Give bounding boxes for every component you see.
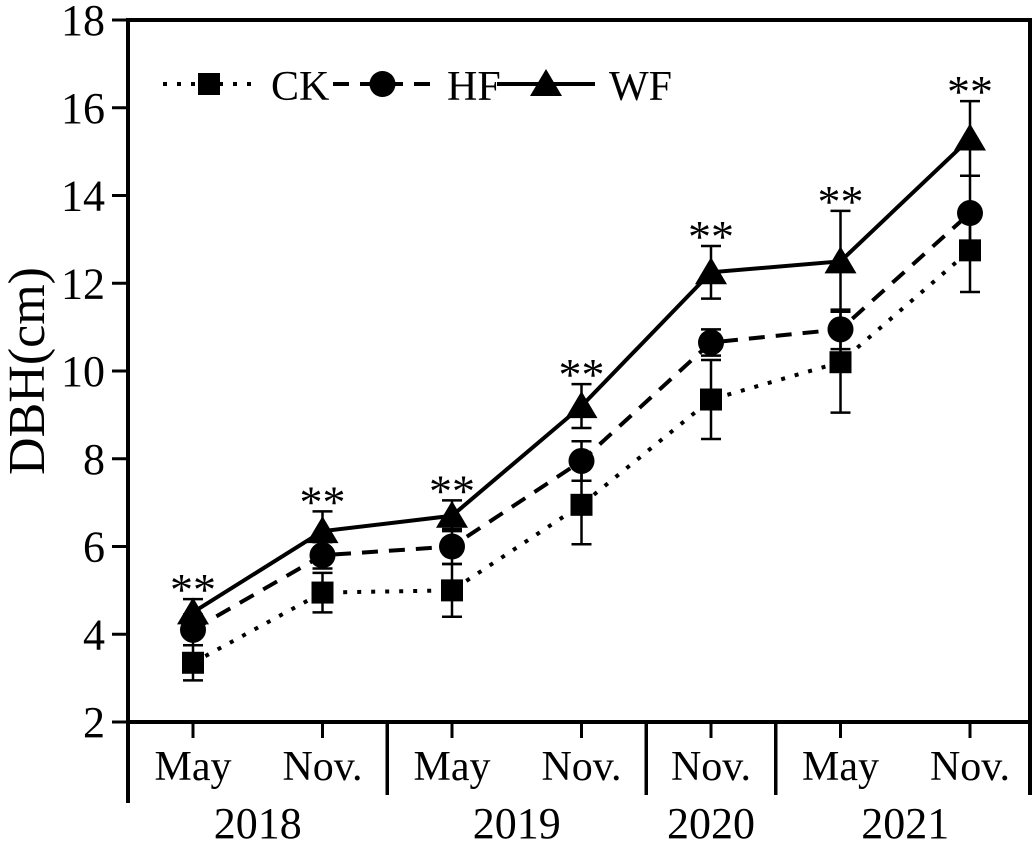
triangle-marker <box>530 69 562 96</box>
triangle-marker <box>954 123 986 151</box>
significance-marker: ** <box>300 476 346 527</box>
triangle-marker <box>565 391 598 419</box>
x-tick-label-month: Nov. <box>930 744 1010 790</box>
square-marker <box>441 579 463 602</box>
x-axis-year-label: 2020 <box>667 799 755 848</box>
x-tick-label-month: May <box>414 744 491 790</box>
x-tick-label-month: May <box>802 744 879 790</box>
circle-marker <box>698 329 724 356</box>
y-tick-label: 12 <box>61 259 105 308</box>
triangle-marker <box>695 257 727 285</box>
circle-marker <box>568 447 595 474</box>
x-tick-label-month: Nov. <box>541 744 621 790</box>
x-tick-label-month: May <box>155 744 232 790</box>
y-tick-label: 16 <box>61 84 105 133</box>
y-tick-label: 2 <box>83 698 105 747</box>
x-axis-year-label: 2019 <box>473 799 561 848</box>
legend-label: WF <box>609 64 672 110</box>
y-tick-label: 6 <box>83 523 105 572</box>
series-markers-WF <box>177 123 986 625</box>
y-tick-label: 14 <box>61 172 105 221</box>
plot-frame <box>126 18 1032 803</box>
significance-marker: ** <box>429 465 475 516</box>
x-tick-label-month: Nov. <box>671 744 751 790</box>
significance-marker: ** <box>688 211 734 262</box>
y-tick-label: 4 <box>83 610 105 659</box>
square-marker <box>959 239 981 262</box>
triangle-marker <box>177 597 209 625</box>
y-axis: 2 4 6 8 10 12 14 16 18 <box>61 0 128 747</box>
square-marker <box>829 351 852 374</box>
y-axis-title: DBH(cm) <box>0 267 56 475</box>
legend-entry-WF: WF <box>497 64 672 110</box>
square-marker <box>182 651 204 674</box>
legend-label: HF <box>447 64 501 110</box>
legend-entry-HF: HF <box>333 64 501 110</box>
significance-markers: ** ** ** ** ** ** ** <box>170 66 993 615</box>
square-marker <box>700 388 722 411</box>
legend-label: CK <box>271 64 329 110</box>
x-axis-year-label: 2021 <box>861 799 949 848</box>
significance-marker: ** <box>559 349 605 400</box>
significance-marker: ** <box>947 66 993 117</box>
y-tick-label: 8 <box>83 435 105 484</box>
triangle-marker <box>824 246 857 274</box>
series-markers-CK <box>182 239 981 674</box>
x-axis-year-label: 2018 <box>214 799 302 848</box>
x-axis: May Nov. May Nov. Nov. May Nov. 2018 2019 2020 202… <box>155 722 1010 848</box>
legend-entry-CK: CK <box>163 64 329 110</box>
circle-marker <box>369 71 396 97</box>
square-marker <box>311 581 334 604</box>
y-tick-label: 18 <box>61 0 105 45</box>
significance-marker: ** <box>818 176 864 227</box>
y-tick-label: 10 <box>61 347 105 396</box>
square-marker <box>198 73 220 95</box>
chart-generated-content: 2 4 6 8 10 12 14 16 18 May Nov. May Nov. Nov. May Nov. 2… <box>61 0 1032 848</box>
x-tick-label-month: Nov. <box>282 744 362 790</box>
square-marker <box>570 493 593 516</box>
circle-marker <box>827 316 854 343</box>
triangle-marker <box>436 500 468 528</box>
significance-marker: ** <box>170 564 216 615</box>
legend: CK HF WF <box>163 64 672 110</box>
circle-marker <box>439 533 465 560</box>
circle-marker <box>309 542 336 569</box>
triangle-marker <box>306 516 339 544</box>
circle-marker <box>957 200 983 227</box>
